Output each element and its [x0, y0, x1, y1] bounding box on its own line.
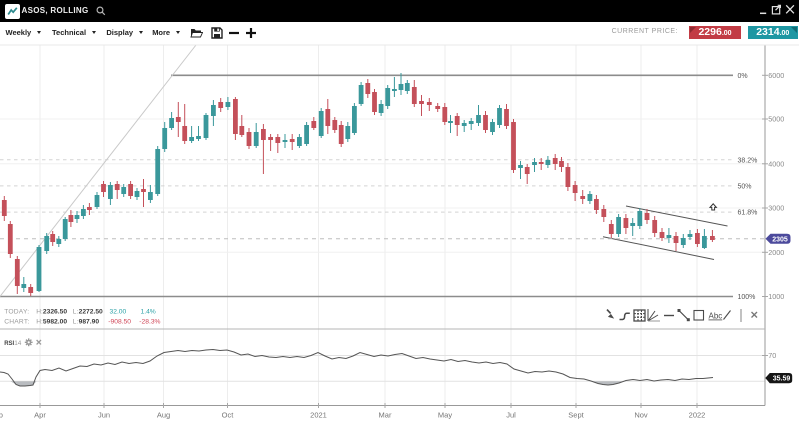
svg-text:L:: L: — [73, 318, 79, 325]
svg-text:Aug: Aug — [157, 411, 170, 420]
svg-text:Sept: Sept — [568, 411, 584, 420]
svg-text:L:: L: — [73, 308, 79, 315]
svg-text:35.59: 35.59 — [773, 376, 791, 383]
svg-text:1000: 1000 — [768, 292, 784, 301]
svg-text:1.4%: 1.4% — [141, 308, 156, 315]
svg-text:38.2%: 38.2% — [738, 157, 758, 164]
svg-text:2305: 2305 — [772, 236, 788, 243]
svg-text:2326.50: 2326.50 — [43, 308, 67, 315]
svg-text:-28.3%: -28.3% — [139, 318, 160, 325]
svg-text:0%: 0% — [738, 73, 748, 80]
svg-text:CHART:: CHART: — [4, 318, 29, 325]
svg-text:32.00: 32.00 — [110, 308, 127, 315]
svg-text:2000: 2000 — [768, 248, 784, 257]
svg-text:RSI: RSI — [4, 341, 14, 347]
svg-text:H:: H: — [36, 308, 43, 315]
svg-text:May: May — [438, 411, 452, 420]
svg-text:50%: 50% — [738, 183, 752, 190]
svg-text:Abc: Abc — [709, 312, 723, 321]
svg-text:Jul: Jul — [506, 411, 516, 420]
svg-text:5000: 5000 — [768, 115, 784, 124]
svg-text:Oct: Oct — [222, 411, 235, 420]
svg-text:61.8%: 61.8% — [738, 210, 758, 217]
svg-text:2272.50: 2272.50 — [79, 308, 103, 315]
svg-text:H:: H: — [36, 318, 43, 325]
svg-text:-908.50: -908.50 — [108, 318, 131, 325]
svg-text:70: 70 — [768, 351, 776, 360]
svg-text:987.90: 987.90 — [79, 318, 100, 325]
svg-text:100%: 100% — [738, 294, 756, 301]
svg-text:TODAY:: TODAY: — [4, 308, 29, 315]
svg-text:Jun: Jun — [98, 411, 110, 420]
svg-text:5982.00: 5982.00 — [43, 318, 67, 325]
svg-text:Apr: Apr — [34, 411, 46, 420]
svg-text:4000: 4000 — [768, 159, 784, 168]
svg-text:6000: 6000 — [768, 71, 784, 80]
svg-text:Nov: Nov — [634, 411, 648, 420]
svg-text:2021: 2021 — [310, 411, 327, 420]
svg-text:Mar: Mar — [379, 411, 392, 420]
svg-text:Feb: Feb — [0, 411, 3, 420]
svg-text:3000: 3000 — [768, 204, 784, 213]
svg-text:2022: 2022 — [689, 411, 706, 420]
svg-text:14: 14 — [14, 340, 22, 347]
